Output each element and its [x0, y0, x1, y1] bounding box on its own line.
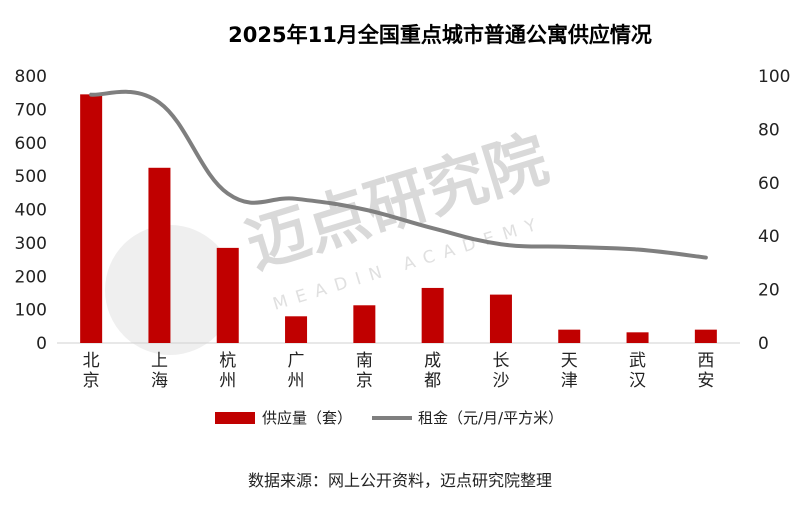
category-label: 武 [629, 351, 646, 371]
left-axis-tick: 700 [15, 100, 47, 120]
category-label: 上 [151, 351, 168, 371]
right-axis-tick: 80 [758, 120, 780, 140]
source-note: 数据来源：网上公开资料，迈点研究院整理 [248, 471, 552, 490]
bar-杭州 [216, 247, 239, 343]
left-axis-tick: 400 [15, 201, 47, 221]
category-label: 州 [288, 371, 305, 391]
category-label: 天 [561, 351, 578, 371]
bar-南京 [353, 305, 376, 343]
category-label: 京 [83, 371, 100, 391]
bar-广州 [285, 316, 308, 343]
bar-长沙 [489, 294, 512, 343]
category-label: 汉 [629, 371, 646, 391]
bar-天津 [558, 329, 581, 343]
category-label: 京 [356, 371, 373, 391]
left-axis-tick: 500 [15, 167, 47, 187]
category-label: 安 [697, 371, 714, 391]
category-label: 津 [561, 371, 578, 391]
bar-西安 [694, 329, 717, 343]
left-axis-tick: 800 [15, 67, 47, 87]
right-axis: 0 20 40 60 80 100 [758, 67, 790, 354]
category-label: 州 [219, 371, 236, 391]
right-axis-tick: 60 [758, 174, 780, 194]
category-label: 南 [356, 351, 373, 371]
category-label: 西 [697, 351, 714, 371]
right-axis-tick: 40 [758, 227, 780, 247]
right-axis-tick: 100 [758, 67, 790, 87]
bar-上海 [148, 167, 171, 343]
legend-label-supply: 供应量（套） [262, 409, 352, 427]
category-label: 沙 [492, 371, 509, 391]
bar-北京 [80, 94, 103, 343]
legend-label-rent: 租金（元/月/平方米） [418, 409, 563, 427]
bar-成都 [421, 287, 444, 343]
left-axis: 0 100 200 300 400 500 600 700 800 [15, 67, 47, 354]
legend: 供应量（套） 租金（元/月/平方米） [215, 409, 563, 427]
left-axis-tick: 600 [15, 134, 47, 154]
watermark: 迈点研究院 MEADIN ACADEMY [105, 122, 556, 355]
bar-series [80, 94, 717, 343]
category-label: 成 [424, 351, 441, 371]
left-axis-tick: 300 [15, 234, 47, 254]
legend-swatch-supply [215, 412, 255, 424]
category-label: 海 [151, 371, 168, 391]
category-label: 都 [424, 371, 441, 391]
right-axis-tick: 20 [758, 281, 780, 301]
category-label: 广 [288, 351, 305, 371]
category-label: 杭 [219, 351, 236, 371]
left-axis-tick: 0 [36, 334, 47, 354]
bar-武汉 [626, 332, 649, 343]
right-axis-tick: 0 [758, 334, 769, 354]
chart-title: 2025年11月全国重点城市普通公寓供应情况 [228, 23, 652, 47]
left-axis-tick: 100 [15, 301, 47, 321]
category-label: 北 [83, 351, 100, 371]
category-label: 长 [492, 351, 509, 371]
rent-line [89, 89, 708, 260]
left-axis-tick: 200 [15, 267, 47, 287]
